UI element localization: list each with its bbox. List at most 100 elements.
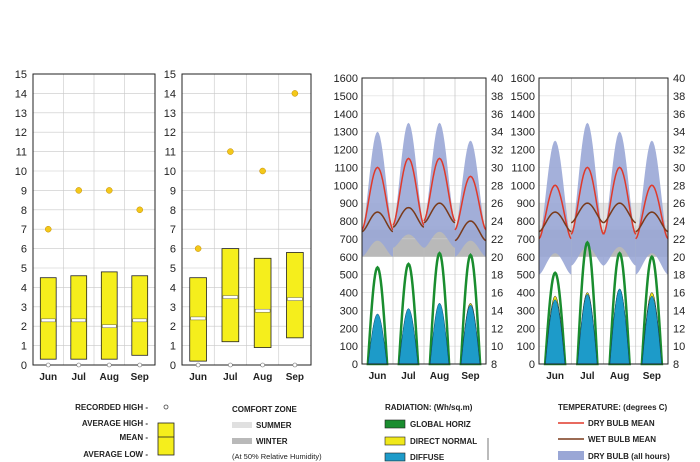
diffuse-area [609, 288, 630, 365]
x-tick-label: Jun [39, 372, 57, 383]
legend-average-high: AVERAGE HIGH - [82, 419, 148, 428]
y-tick-label: 9 [170, 185, 176, 197]
y-tick-label: 2 [170, 321, 176, 333]
range-bar [253, 257, 272, 348]
recorded-high-point [45, 225, 52, 233]
y-tick-label: 500 [517, 270, 535, 282]
y2-tick-label: 8 [491, 359, 497, 371]
y2-tick-label: 40 [491, 73, 503, 85]
y-tick-label: 8 [21, 205, 27, 217]
mean-marker [287, 297, 303, 301]
y-tick-label: 14 [15, 88, 27, 100]
mean-marker [190, 316, 206, 321]
y2-tick-label: 14 [491, 305, 503, 317]
y-tick-label: 0 [529, 359, 535, 371]
legend-recorded-high-dot [163, 404, 169, 410]
y-tick-label: 400 [340, 288, 358, 300]
y-tick-label: 14 [164, 88, 176, 100]
mean-marker [132, 318, 147, 323]
y-tick-label: 15 [15, 69, 27, 81]
chart-panel-4: 0 100 200 300 400 500 600 700 800 900 1000 1100 1200… [511, 73, 686, 382]
y-tick-label: 5 [170, 263, 176, 275]
wet-bulb-mean-line [454, 220, 487, 242]
y-tick-label: 1500 [334, 91, 358, 103]
diffuse-area [460, 304, 481, 365]
mean-marker [222, 295, 238, 299]
y2-tick-label: 34 [491, 127, 503, 139]
y-tick-label: 1300 [334, 127, 358, 139]
y-tick-label: 600 [340, 252, 358, 264]
y-tick-label: 15 [164, 69, 176, 81]
legend-temperature: TEMPERATURE: (degrees C) DRY BULB MEAN W… [558, 403, 670, 461]
recorded-high-point [75, 187, 82, 194]
y2-tick-label: 32 [491, 145, 503, 157]
recorded-low-point [137, 362, 143, 368]
global-horiz-curve [576, 240, 599, 366]
recorded-low-point [195, 362, 201, 368]
plot-frame [181, 73, 312, 366]
diffuse-area [398, 308, 419, 365]
y-tick-label: 3 [170, 302, 176, 314]
diffuse-area [577, 293, 598, 365]
legend-recorded-high: RECORDED HIGH - [75, 403, 148, 412]
y2-tick-label: 38 [491, 91, 503, 103]
legend-winter-swatch [232, 438, 252, 444]
y2-tick-label: 34 [673, 127, 685, 139]
x-tick-label: Jul [72, 372, 87, 383]
wet-bulb-mean-line [538, 211, 572, 233]
y2-tick-label: 40 [673, 73, 685, 85]
y-tick-label: 1400 [511, 109, 535, 121]
legend-comfort: COMFORT ZONE SUMMER WINTER (At 50% Relat… [232, 405, 322, 461]
legend-radiation-title: RADIATION: (Wh/sq.m) [385, 403, 473, 412]
y-tick-label: 600 [517, 252, 535, 264]
x-tick-label: Aug [610, 371, 629, 382]
x-tick-label: Jun [189, 372, 207, 383]
diffuse-area [545, 299, 566, 365]
recorded-high-point [259, 167, 266, 175]
dry-bulb-mean-line [361, 166, 394, 231]
recorded-high-point [227, 148, 234, 155]
y2-tick-label: 18 [491, 270, 503, 282]
legend-average-low: AVERAGE LOW - [83, 450, 148, 459]
y-tick-label: 300 [340, 305, 358, 317]
dry-bulb-mean-line [454, 175, 487, 231]
plot-frame [538, 77, 669, 365]
x-tick-label: Jul [223, 372, 238, 383]
y2-tick-label: 22 [491, 234, 503, 246]
y2-tick-label: 14 [673, 305, 685, 317]
y-tick-label: 13 [164, 108, 176, 120]
mean-marker [255, 308, 271, 313]
global-horiz-curve [543, 271, 567, 366]
recorded-high-point [106, 187, 113, 194]
x-tick-label: Jul [401, 371, 416, 382]
global-horiz-curve [608, 251, 631, 366]
chart-panel-3: 0 100 200 300 400 500 600 700 800 900 1000 1100 1200… [334, 73, 504, 382]
legend-global-horiz: GLOBAL HORIZ [410, 420, 471, 429]
wet-bulb-mean-line [603, 202, 637, 224]
y2-tick-label: 26 [491, 198, 503, 210]
x-tick-label: Aug [253, 372, 272, 383]
y-tick-label: 8 [170, 205, 176, 217]
wet-bulb-mean-line [635, 211, 669, 233]
y-tick-label: 5 [21, 263, 27, 275]
y-tick-label: 1600 [511, 73, 535, 85]
y-tick-label: 1200 [334, 145, 358, 157]
diffuse-area [429, 302, 450, 365]
dry-bulb-mean-line [392, 157, 425, 226]
global-horiz-curve [397, 262, 420, 366]
dry-bulb-mean-line [570, 166, 605, 235]
wet-bulb-mean-line [570, 202, 604, 224]
dry-bulb-mean-line [635, 184, 669, 240]
plot-frame [32, 73, 156, 366]
recorded-low-point [260, 362, 265, 368]
y-tick-label: 1 [170, 341, 176, 353]
y-tick-label: 1400 [334, 109, 358, 121]
dry-bulb-range-band [571, 122, 604, 266]
y-tick-label: 300 [517, 305, 535, 317]
legend-humidity-note: (At 50% Relative Humidity) [232, 452, 322, 461]
range-bar [39, 277, 57, 360]
range-bar [70, 275, 88, 360]
y-tick-label: 1100 [511, 162, 535, 174]
y-tick-label: 1000 [511, 180, 535, 192]
legend-direct-normal: DIRECT NORMAL [410, 437, 477, 446]
